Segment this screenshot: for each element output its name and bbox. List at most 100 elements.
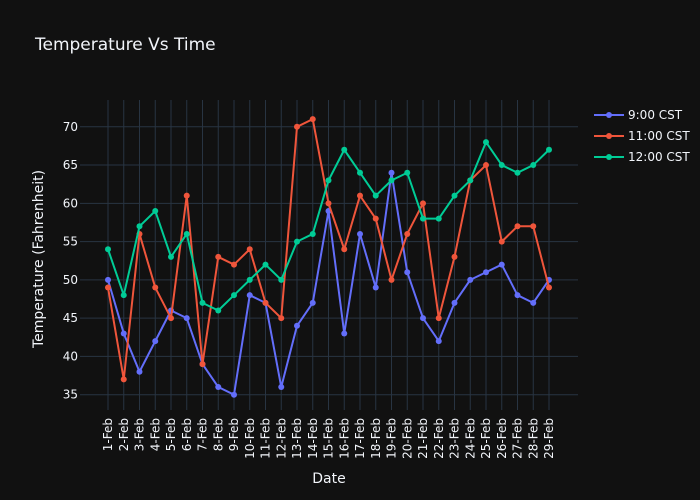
data-point[interactable] <box>246 246 253 253</box>
data-point[interactable] <box>105 284 111 291</box>
data-point[interactable] <box>530 162 537 169</box>
data-point[interactable] <box>341 330 348 337</box>
data-point[interactable] <box>420 200 426 207</box>
y-tick-label: 60 <box>63 196 78 210</box>
data-point[interactable] <box>467 276 474 283</box>
data-point[interactable] <box>215 307 222 314</box>
data-point[interactable] <box>168 315 174 322</box>
data-point[interactable] <box>341 146 348 153</box>
data-point[interactable] <box>199 299 206 306</box>
data-point[interactable] <box>325 200 332 207</box>
data-point[interactable] <box>278 315 285 322</box>
data-point[interactable] <box>435 215 442 222</box>
data-point[interactable] <box>309 230 316 237</box>
data-point[interactable] <box>483 139 489 146</box>
data-point[interactable] <box>199 361 206 368</box>
data-point[interactable] <box>136 223 143 230</box>
data-point[interactable] <box>483 269 489 276</box>
data-point[interactable] <box>325 177 332 184</box>
data-point[interactable] <box>278 276 285 283</box>
data-point[interactable] <box>246 292 253 299</box>
y-tick-label: 50 <box>63 273 78 287</box>
data-point[interactable] <box>136 368 143 375</box>
data-point[interactable] <box>120 330 127 337</box>
data-point[interactable] <box>120 376 127 383</box>
x-tick-label: 11-Feb <box>259 418 273 459</box>
data-point[interactable] <box>309 299 316 306</box>
legend-item[interactable]: 11:00 CST <box>594 129 690 143</box>
data-point[interactable] <box>357 230 363 237</box>
data-point[interactable] <box>451 192 458 199</box>
data-point[interactable] <box>215 384 222 391</box>
x-tick-label: 24-Feb <box>463 418 477 459</box>
data-point[interactable] <box>262 261 269 268</box>
data-point[interactable] <box>246 276 253 283</box>
x-tick-label: 17-Feb <box>353 418 367 459</box>
y-tick-label: 65 <box>63 158 78 172</box>
data-point[interactable] <box>215 253 222 260</box>
data-point[interactable] <box>498 238 505 245</box>
x-tick-label: 10-Feb <box>243 418 257 459</box>
series-3 <box>105 139 552 314</box>
data-point[interactable] <box>388 169 395 176</box>
data-point[interactable] <box>530 299 537 306</box>
data-point[interactable] <box>341 246 348 253</box>
data-point[interactable] <box>388 177 395 184</box>
data-point[interactable] <box>168 253 174 260</box>
data-point[interactable] <box>498 162 505 169</box>
legend[interactable]: 9:00 CST 11:00 CST 12:00 CST <box>594 108 690 164</box>
data-point[interactable] <box>294 322 300 329</box>
data-point[interactable] <box>435 338 442 345</box>
data-point[interactable] <box>183 230 190 237</box>
data-point[interactable] <box>372 215 379 222</box>
data-point[interactable] <box>278 384 285 391</box>
legend-marker <box>606 112 612 118</box>
data-point[interactable] <box>231 292 237 299</box>
data-point[interactable] <box>372 284 379 291</box>
data-point[interactable] <box>530 223 537 230</box>
data-point[interactable] <box>105 246 111 253</box>
data-point[interactable] <box>357 169 363 176</box>
data-point[interactable] <box>262 299 269 306</box>
data-point[interactable] <box>483 162 489 169</box>
data-point[interactable] <box>152 338 159 345</box>
data-point[interactable] <box>435 315 442 322</box>
data-point[interactable] <box>546 284 552 291</box>
x-tick-label: 15-Feb <box>322 418 336 459</box>
data-point[interactable] <box>120 292 127 299</box>
data-point[interactable] <box>514 292 521 299</box>
data-point[interactable] <box>546 146 552 153</box>
data-point[interactable] <box>294 238 300 245</box>
data-point[interactable] <box>404 230 411 237</box>
legend-item[interactable]: 12:00 CST <box>594 150 690 164</box>
legend-marker <box>606 154 612 160</box>
data-point[interactable] <box>420 315 426 322</box>
data-point[interactable] <box>152 284 159 291</box>
data-point[interactable] <box>105 276 111 283</box>
data-point[interactable] <box>451 253 458 260</box>
data-point[interactable] <box>467 177 474 184</box>
data-point[interactable] <box>183 192 190 199</box>
data-point[interactable] <box>420 215 426 222</box>
data-point[interactable] <box>152 207 159 214</box>
data-point[interactable] <box>514 169 521 176</box>
data-point[interactable] <box>404 269 411 276</box>
data-point[interactable] <box>231 391 237 398</box>
legend-item[interactable]: 9:00 CST <box>594 108 683 122</box>
data-point[interactable] <box>309 116 316 123</box>
data-point[interactable] <box>183 315 190 322</box>
data-point[interactable] <box>372 192 379 199</box>
x-tick-label: 4-Feb <box>148 418 162 451</box>
data-point[interactable] <box>388 276 395 283</box>
y-tick-label: 40 <box>63 349 78 363</box>
data-point[interactable] <box>451 299 458 306</box>
data-point[interactable] <box>231 261 237 268</box>
data-point[interactable] <box>498 261 505 268</box>
x-tick-label: 7-Feb <box>196 418 210 451</box>
data-point[interactable] <box>514 223 521 230</box>
data-point[interactable] <box>357 192 363 199</box>
data-point[interactable] <box>404 169 411 176</box>
data-point[interactable] <box>294 123 300 130</box>
